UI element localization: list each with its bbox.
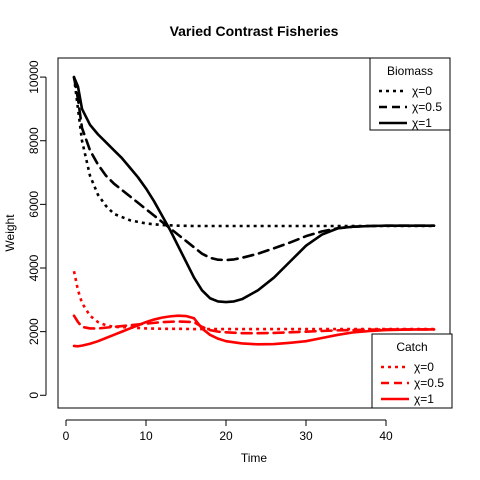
legend-entry: χ=0.5 bbox=[414, 376, 444, 390]
x-axis-label: Time bbox=[241, 451, 268, 465]
legend-entry: χ=1 bbox=[412, 116, 432, 130]
x-tick-label: 40 bbox=[379, 429, 393, 443]
y-axis: 0 2000 4000 6000 8000 10000 bbox=[27, 60, 47, 399]
legend-entry: χ=0 bbox=[414, 360, 434, 374]
legend-layer: Biomass χ=0 χ=0.5 χ=1 Catch χ=0 χ=0.5 χ=1 bbox=[369, 57, 453, 409]
y-tick-label: 4000 bbox=[27, 254, 41, 281]
x-axis: 0 10 20 30 40 bbox=[63, 419, 393, 443]
legend-title: Biomass bbox=[387, 64, 433, 78]
y-tick-label: 8000 bbox=[27, 127, 41, 154]
y-tick-label: 6000 bbox=[27, 191, 41, 218]
legend-biomass: Biomass χ=0 χ=0.5 χ=1 bbox=[369, 57, 451, 131]
y-axis-label: Weight bbox=[3, 214, 17, 252]
x-tick-label: 30 bbox=[299, 429, 313, 443]
series-catch-chi-0 bbox=[72, 270, 434, 331]
series-layer bbox=[72, 75, 436, 348]
legend-title: Catch bbox=[396, 340, 427, 354]
y-tick-label: 0 bbox=[27, 392, 41, 399]
legend-entry: χ=1 bbox=[414, 392, 434, 406]
series-catch-chi-1 bbox=[72, 314, 436, 348]
series-catch-chi-0-5 bbox=[72, 314, 436, 335]
legend-box bbox=[369, 57, 451, 131]
x-tick-label: 0 bbox=[63, 429, 70, 443]
legend-catch: Catch χ=0 χ=0.5 χ=1 bbox=[371, 333, 453, 409]
plot-frame bbox=[57, 57, 451, 409]
series-biomass-chi-1 bbox=[72, 75, 436, 304]
x-tick-label: 20 bbox=[219, 429, 233, 443]
y-tick-label: 2000 bbox=[27, 318, 41, 345]
legend-box bbox=[371, 333, 453, 409]
chart-title: Varied Contrast Fisheries bbox=[170, 23, 339, 39]
x-tick-label: 10 bbox=[139, 429, 153, 443]
y-tick-label: 10000 bbox=[27, 60, 41, 94]
legend-entry: χ=0 bbox=[412, 84, 432, 98]
legend-entry: χ=0.5 bbox=[412, 100, 442, 114]
